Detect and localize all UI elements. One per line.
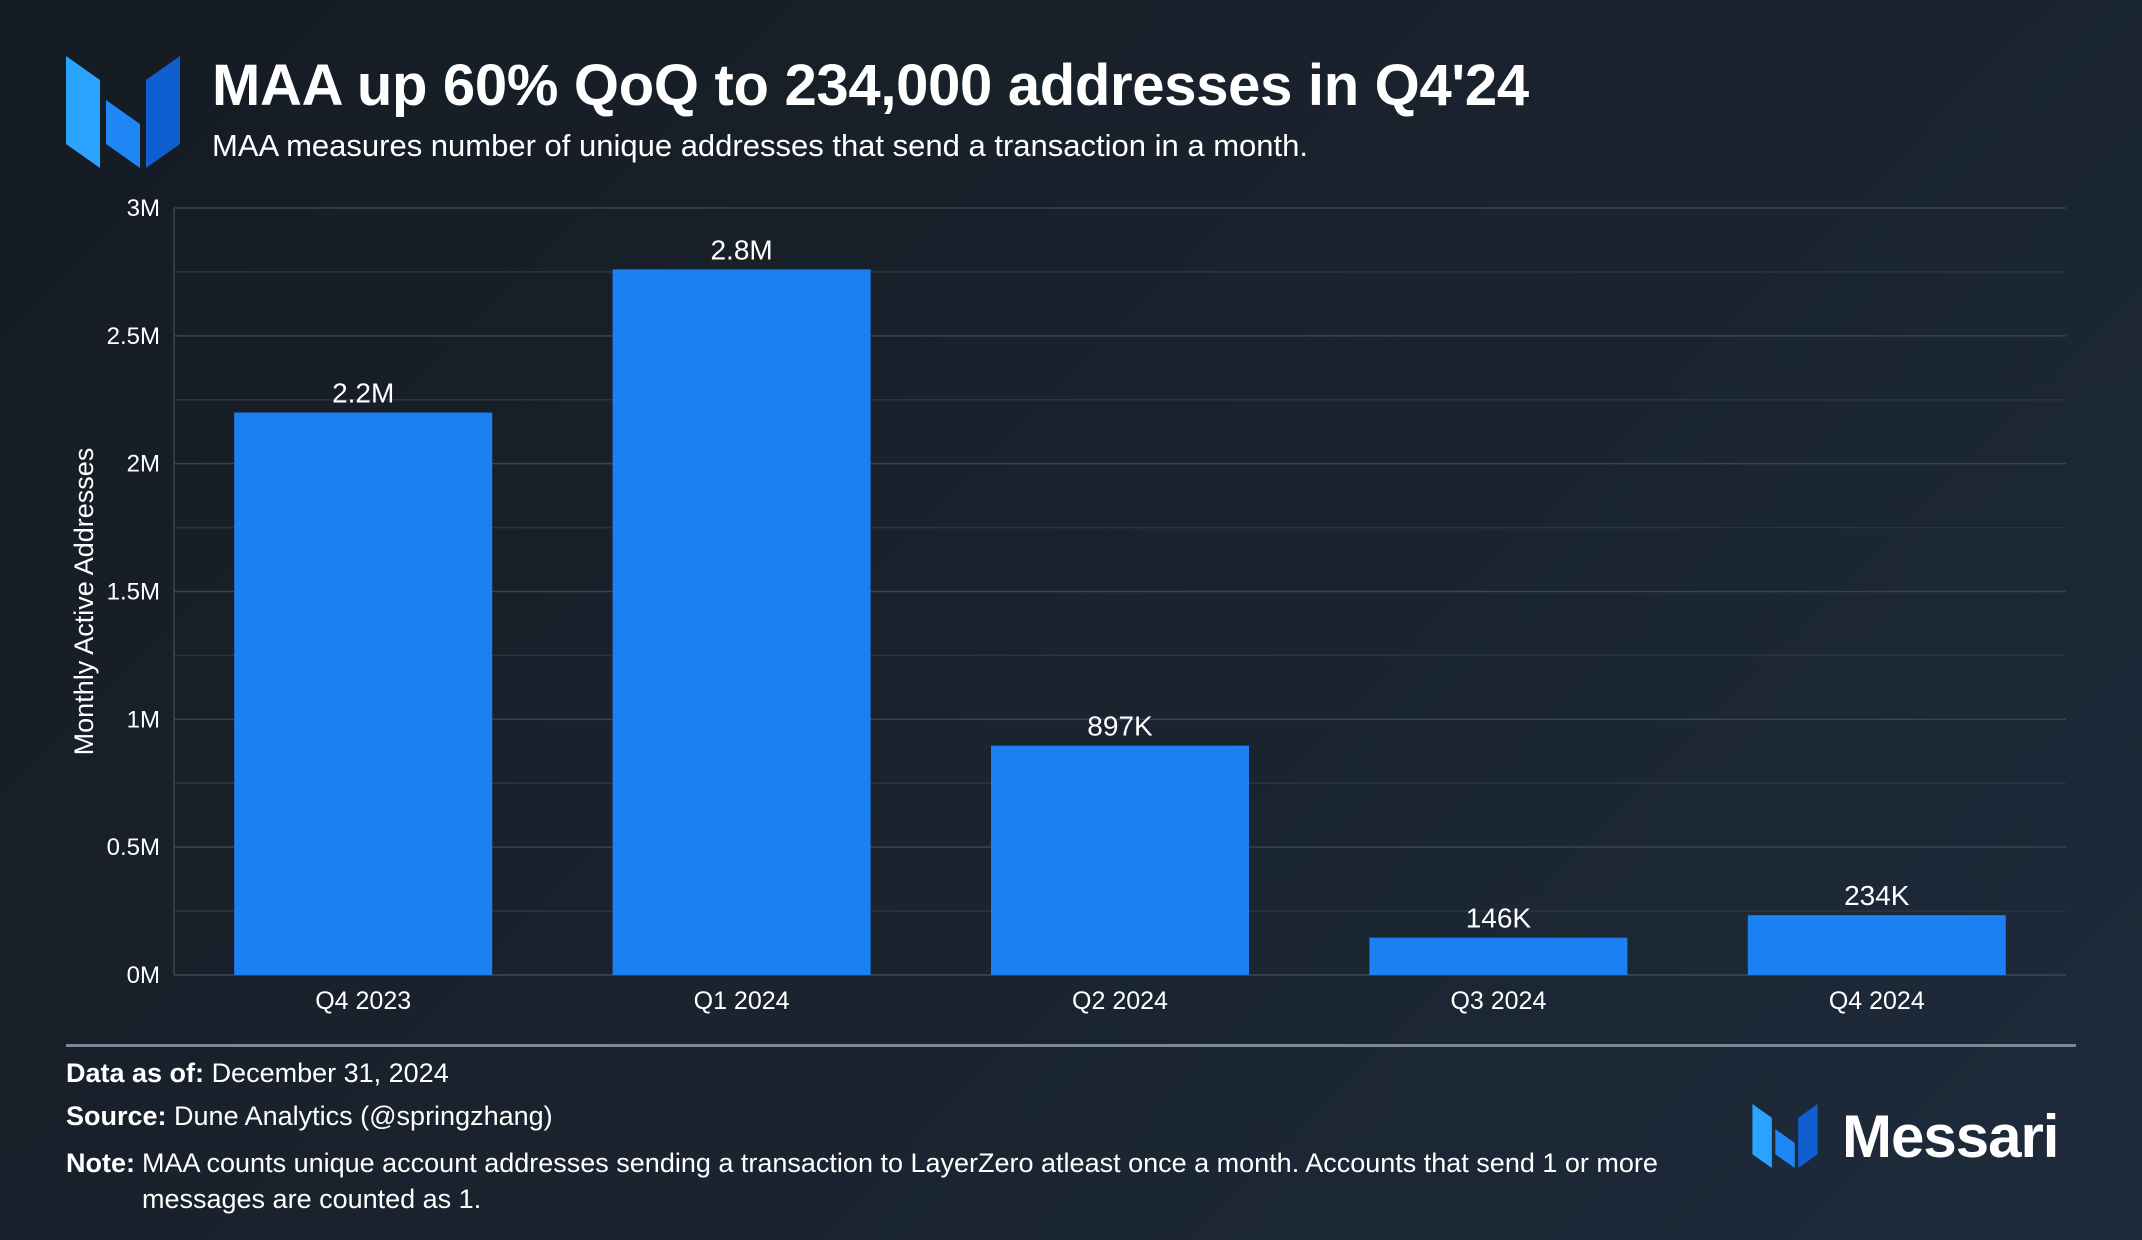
footer-divider (66, 1044, 2076, 1047)
data-label: 234K (1844, 880, 1910, 911)
x-tick-label: Q2 2024 (1072, 987, 1168, 1015)
chart-title: MAA up 60% QoQ to 234,000 addresses in Q… (212, 53, 1529, 118)
source-value: Dune Analytics (@springzhang) (174, 1101, 553, 1131)
data-as-of-label: Data as of: (66, 1058, 205, 1088)
bars (234, 269, 2006, 975)
y-axis-title: Monthly Active Addresses (69, 448, 99, 756)
data-label: 2.8M (710, 234, 772, 265)
data-label: 897K (1087, 711, 1153, 742)
source-label: Source: (66, 1101, 167, 1131)
messari-brand-icon (1752, 1104, 1818, 1168)
bar-q3-2024 (1369, 937, 1628, 975)
data-as-of-value: December 31, 2024 (211, 1058, 449, 1088)
data-as-of: Data as of: December 31, 2024 (66, 1058, 449, 1089)
brand-logo: Messari (1752, 1100, 2059, 1172)
x-tick-label: Q1 2024 (694, 987, 790, 1015)
x-tick-label: Q4 2024 (1829, 987, 1925, 1015)
y-tick-label: 3M (127, 195, 160, 222)
data-label: 146K (1466, 903, 1532, 934)
note-value: MAA counts unique account addresses send… (142, 1148, 1658, 1214)
source: Source: Dune Analytics (@springzhang) (66, 1101, 553, 1132)
bar-q4-2024 (1747, 915, 2006, 975)
bar-q1-2024 (612, 269, 871, 975)
x-tick-label: Q3 2024 (1450, 987, 1546, 1015)
y-tick-label: 2.5M (107, 323, 160, 350)
bar-chart: 0M 0.5M 1M 1.5M 2M 2.5M 3M Monthly Active Addre… (69, 195, 2066, 1015)
y-tick-label: 0.5M (107, 834, 160, 861)
y-tick-label: 1.5M (107, 579, 160, 606)
brand-name: Messari (1842, 1102, 2059, 1170)
chart-subtitle: MAA measures number of unique addresses … (212, 128, 1308, 163)
y-tick-label: 2M (127, 451, 160, 478)
labels: 2.2M Q4 2023 2.8M Q1 2024 897K Q2 2024 146K Q3 … (315, 234, 1925, 1015)
x-tick-label: Q4 2023 (315, 987, 411, 1015)
data-label: 2.2M (332, 378, 394, 409)
bar-q4-2023 (234, 412, 493, 975)
y-tick-label: 0M (127, 962, 160, 989)
messari-logo-icon (66, 56, 180, 168)
note-label: Note: (66, 1148, 135, 1178)
y-tick-label: 1M (127, 706, 160, 733)
bar-q2-2024 (991, 745, 1249, 975)
